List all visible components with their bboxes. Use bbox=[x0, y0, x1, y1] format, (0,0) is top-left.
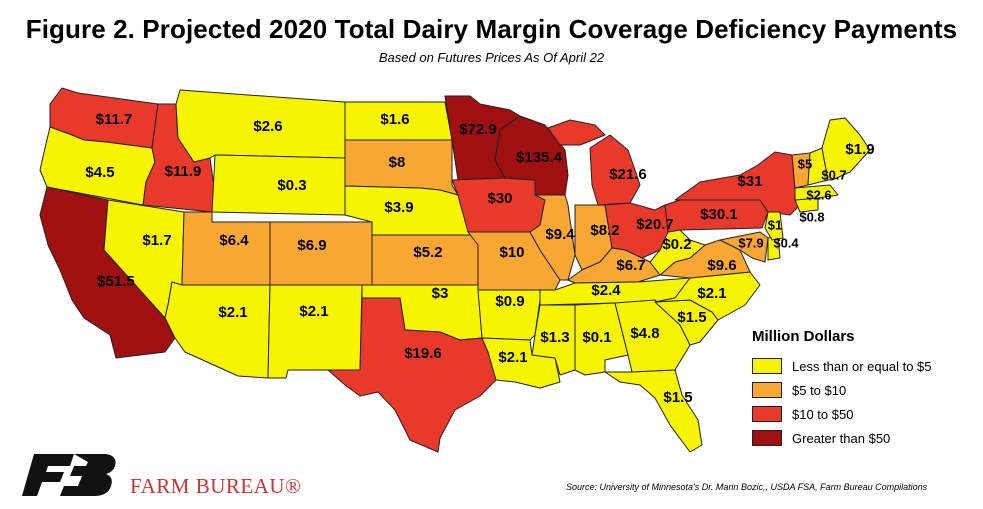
value-label-NH: $0.7 bbox=[821, 167, 846, 182]
legend-item: Less than or equal to $5 bbox=[752, 355, 972, 377]
value-label-SC: $1.5 bbox=[677, 309, 706, 326]
value-label-IN: $8.2 bbox=[590, 222, 619, 239]
farm-bureau-logo-icon bbox=[22, 454, 116, 496]
value-label-MS: $1.3 bbox=[540, 329, 569, 346]
value-label-NV: $1.7 bbox=[142, 232, 171, 249]
value-label-SD: $8 bbox=[389, 154, 406, 171]
state-MI bbox=[547, 119, 641, 206]
state-shapes bbox=[39, 87, 871, 453]
legend-label: $5 to $10 bbox=[792, 382, 847, 398]
source-note: Source: University of Minnesota's Dr. Ma… bbox=[566, 482, 928, 492]
state-FL bbox=[604, 369, 703, 453]
legend-label: Less than or equal to $5 bbox=[792, 358, 932, 374]
value-label-NJ: $1 bbox=[768, 217, 782, 232]
value-label-NM: $2.1 bbox=[299, 303, 328, 320]
value-label-AR: $0.9 bbox=[495, 293, 524, 310]
legend-swatch-gt50 bbox=[752, 430, 782, 446]
value-label-LA: $2.1 bbox=[498, 349, 527, 366]
state-IL bbox=[529, 194, 576, 281]
value-label-MD: $7.9 bbox=[738, 235, 763, 250]
value-label-TX: $19.6 bbox=[404, 345, 442, 362]
map-subtitle: Based on Futures Prices As Of April 22 bbox=[378, 50, 605, 65]
value-label-PA: $30.1 bbox=[700, 206, 738, 223]
value-label-MA: $2.6 bbox=[806, 187, 831, 202]
state-value-labels: $11.7 $4.5 $51.5 $11.9 $1.7 $2.6 $0.3 $6… bbox=[85, 111, 874, 406]
legend-swatch-5to10 bbox=[752, 382, 782, 398]
state-TX bbox=[327, 297, 497, 453]
legend-swatch-le5 bbox=[752, 358, 782, 374]
state-LA bbox=[481, 337, 561, 389]
legend-item: $10 to $50 bbox=[752, 403, 972, 425]
value-label-GA: $4.8 bbox=[630, 325, 659, 342]
value-label-WV: $0.2 bbox=[662, 236, 691, 253]
value-label-VT: $5 bbox=[798, 156, 812, 171]
value-label-ME: $1.9 bbox=[845, 141, 874, 158]
value-label-CA: $51.5 bbox=[97, 273, 135, 290]
value-label-IL: $9.4 bbox=[545, 226, 575, 243]
legend-label: Greater than $50 bbox=[792, 430, 891, 446]
value-label-WY: $0.3 bbox=[277, 177, 306, 194]
value-label-KY: $6.7 bbox=[616, 257, 645, 274]
value-label-AL: $0.1 bbox=[582, 329, 611, 346]
value-label-MI: $21.6 bbox=[609, 166, 647, 183]
value-label-VA: $9.6 bbox=[707, 257, 736, 274]
value-label-MO: $10 bbox=[499, 244, 524, 261]
legend-item: Greater than $50 bbox=[752, 427, 972, 449]
value-label-DE: $0.4 bbox=[773, 235, 799, 250]
value-label-TN: $2.4 bbox=[591, 282, 621, 299]
value-label-WI: $135.4 bbox=[516, 149, 563, 166]
value-label-AZ: $2.1 bbox=[218, 304, 247, 321]
value-label-UT: $6.4 bbox=[219, 232, 249, 249]
brand-name: FARM BUREAU® bbox=[130, 474, 302, 498]
value-label-CO: $6.9 bbox=[297, 237, 326, 254]
value-label-MN: $72.9 bbox=[459, 121, 497, 138]
value-label-OH: $20.7 bbox=[636, 216, 674, 233]
value-label-ND: $1.6 bbox=[380, 111, 409, 128]
legend-swatch-10to50 bbox=[752, 406, 782, 422]
legend-label: $10 to $50 bbox=[792, 406, 854, 422]
value-label-NE: $3.9 bbox=[384, 199, 413, 216]
value-label-NC: $2.1 bbox=[697, 285, 726, 302]
map-title: Figure 2. Projected 2020 Total Dairy Mar… bbox=[25, 14, 958, 44]
state-MD bbox=[719, 231, 769, 263]
state-AZ bbox=[164, 281, 271, 379]
value-label-WA: $11.7 bbox=[96, 111, 133, 128]
value-label-OR: $4.5 bbox=[85, 164, 114, 181]
value-label-ID: $11.9 bbox=[165, 163, 202, 180]
legend-title: Million Dollars bbox=[752, 328, 855, 345]
value-label-OK: $3 bbox=[432, 285, 449, 302]
state-NJ bbox=[764, 211, 784, 241]
value-label-IA: $30 bbox=[487, 190, 512, 207]
state-ME bbox=[821, 117, 871, 181]
legend-item: $5 to $10 bbox=[752, 379, 972, 401]
legend: Million Dollars Less than or equal to $5… bbox=[752, 328, 972, 451]
value-label-CT: $0.8 bbox=[799, 209, 824, 224]
state-MA bbox=[794, 184, 839, 201]
value-label-MT: $2.6 bbox=[253, 118, 282, 135]
state-NM bbox=[267, 284, 363, 379]
value-label-NY: $31 bbox=[737, 173, 762, 190]
value-label-KS: $5.2 bbox=[413, 244, 442, 261]
value-label-FL: $1.5 bbox=[663, 389, 692, 406]
